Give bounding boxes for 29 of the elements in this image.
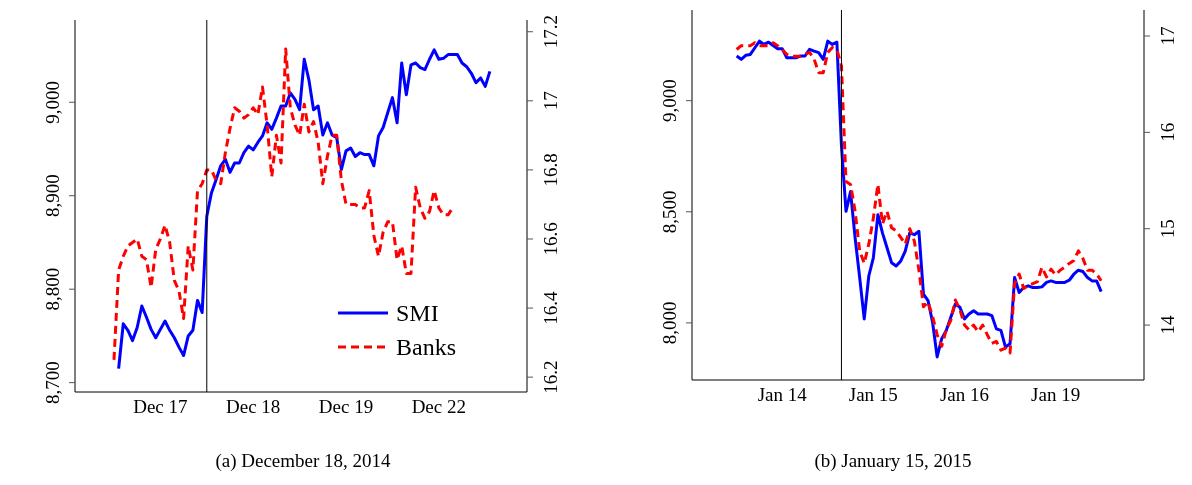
y-tick-label: 8,700 [42, 361, 63, 405]
y2-tick-label: 16 [1157, 122, 1178, 142]
y2-tick-label: 14 [1157, 315, 1178, 335]
y-tick-label: 8,800 [42, 267, 63, 311]
text: (b) January 15, 2015 [813, 450, 973, 472]
x-tick-label: Jan 14 [757, 384, 808, 406]
legend-label: Banks [396, 333, 456, 362]
y-tick-label: 9,000 [42, 80, 63, 124]
y-tick-label: 8,000 [659, 301, 680, 345]
text: (a) December 18, 2014 [214, 450, 392, 472]
x-tick-label: Dec 18 [226, 396, 281, 418]
x-tick-label: Dec 17 [133, 396, 188, 418]
y2-tick-label: 16.8 [540, 153, 561, 187]
y2-tick-label: 17.2 [540, 15, 561, 49]
y2-tick-label: 16.4 [540, 290, 561, 325]
y-tick-label: 8,900 [42, 174, 63, 218]
x-tick-label: Jan 19 [1031, 384, 1081, 406]
x-tick-label: Jan 16 [939, 384, 990, 406]
x-tick-label: Dec 19 [318, 396, 374, 418]
y2-tick-label: 16.6 [540, 222, 561, 256]
x-tick-label: Jan 15 [848, 384, 898, 406]
y-tick-label: 9,000 [659, 79, 680, 123]
y2-tick-label: 17 [540, 91, 561, 111]
y2-tick-label: 17 [1157, 26, 1178, 46]
y2-tick-label: 16.2 [540, 360, 561, 394]
y2-tick-label: 15 [1157, 219, 1178, 239]
x-tick-label: Dec 22 [411, 396, 466, 418]
y-tick-label: 8,500 [659, 190, 680, 234]
legend-label: SMI [396, 299, 439, 328]
